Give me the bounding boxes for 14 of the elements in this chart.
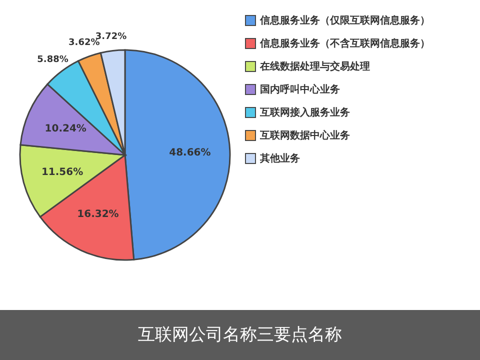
data-label: 11.56% [41,167,84,178]
data-label: 48.66% [169,147,211,158]
legend-label: 在线数据处理与交易处理 [259,60,370,72]
legend-label: 信息服务业务（不含互联网信息服务） [259,38,430,50]
legend-label: 国内呼叫中心业务 [260,84,340,96]
legend-label: 互联网接入服务业务 [259,106,350,118]
legend-label: 信息服务业务（仅限互联网信息服务） [259,14,430,26]
data-label: 10.24% [44,124,86,135]
data-label: 16.32% [77,209,119,220]
data-label: 5.88% [37,55,68,66]
legend-label: 互联网数据中心业务 [259,130,350,142]
legend-label: 其他业务 [259,152,300,164]
data-label: 3.62% [68,38,100,48]
text: 互联网公司名称三要点名称 [0,310,480,360]
